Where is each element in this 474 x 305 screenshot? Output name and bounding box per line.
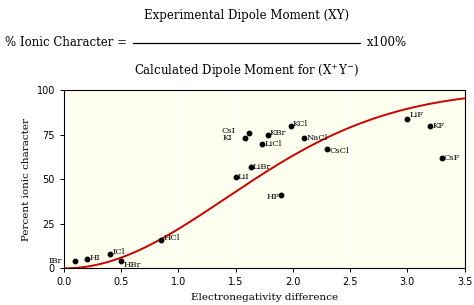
Text: KCl: KCl [293,120,308,128]
Text: LiBr: LiBr [253,163,271,171]
Text: Experimental Dipole Moment (XY): Experimental Dipole Moment (XY) [144,9,349,22]
Text: KBr: KBr [270,129,286,137]
X-axis label: Electronegativity difference: Electronegativity difference [191,293,338,302]
Y-axis label: Percent ionic character: Percent ionic character [22,118,31,241]
Text: CsI: CsI [222,127,236,135]
Text: % Ionic Character =: % Ionic Character = [5,36,130,49]
Text: CsF: CsF [444,154,460,162]
Text: KI: KI [222,134,232,142]
Text: HCl: HCl [164,234,180,242]
Text: NaCl: NaCl [307,134,328,142]
Text: LiI: LiI [238,174,249,181]
Text: LiF: LiF [410,111,424,119]
Text: HF: HF [266,193,280,201]
Text: KF: KF [432,122,445,130]
Text: ICl: ICl [112,248,125,256]
Text: HI: HI [89,254,100,262]
Text: IBr: IBr [48,257,62,265]
Text: x100%: x100% [367,36,408,49]
Text: CsCl: CsCl [329,147,349,155]
Text: Calculated Dipole Moment for ($\mathregular{X^{+}Y^{-}}$): Calculated Dipole Moment for ($\mathregu… [134,63,359,81]
Text: HBr: HBr [124,261,141,269]
Text: LiCl: LiCl [264,139,282,148]
